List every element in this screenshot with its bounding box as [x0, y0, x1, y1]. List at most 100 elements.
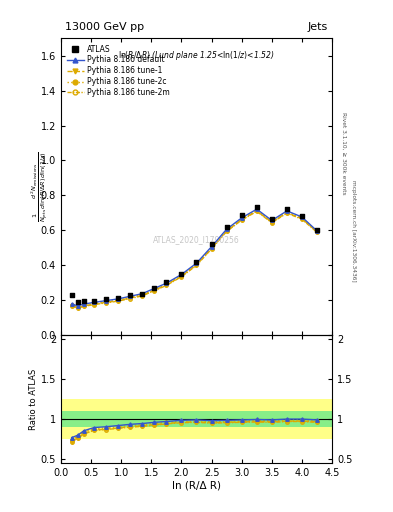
ATLAS — [151, 284, 158, 292]
Pythia 8.186 tune-2c — [164, 281, 169, 287]
Pythia 8.186 tune-1 — [194, 262, 199, 268]
Pythia 8.186 tune-2m — [254, 208, 259, 215]
ATLAS — [239, 211, 245, 219]
Pythia 8.186 default — [179, 271, 184, 278]
ATLAS — [91, 296, 97, 305]
Pythia 8.186 tune-2c — [224, 227, 229, 233]
Pythia 8.186 tune-1 — [81, 303, 86, 309]
Bar — [61, 411, 332, 427]
Pythia 8.186 tune-2m — [152, 288, 157, 294]
Pythia 8.186 tune-1 — [128, 295, 132, 301]
Pythia 8.186 tune-2c — [179, 272, 184, 279]
Pythia 8.186 default — [164, 280, 169, 286]
Pythia 8.186 tune-2m — [128, 295, 132, 302]
Pythia 8.186 tune-2m — [81, 303, 86, 309]
Pythia 8.186 default — [81, 301, 86, 307]
Pythia 8.186 tune-2c — [152, 287, 157, 293]
Pythia 8.186 default — [299, 214, 304, 220]
Pythia 8.186 tune-1 — [179, 273, 184, 279]
ATLAS — [193, 258, 200, 266]
Pythia 8.186 tune-1 — [140, 292, 145, 298]
Y-axis label: $\frac{1}{N_{\rm jets}}\frac{d^2 N_{\rm emissions}}{d\ln(R/\Delta R)\,d\ln(1/z)}: $\frac{1}{N_{\rm jets}}\frac{d^2 N_{\rm … — [29, 151, 50, 222]
Pythia 8.186 tune-2m — [299, 216, 304, 222]
Text: Rivet 3.1.10, ≥ 300k events: Rivet 3.1.10, ≥ 300k events — [342, 112, 346, 195]
ATLAS — [208, 240, 215, 248]
Pythia 8.186 tune-1 — [152, 287, 157, 293]
Pythia 8.186 tune-2m — [179, 274, 184, 280]
ATLAS — [81, 296, 87, 305]
Text: Jets: Jets — [308, 22, 328, 32]
Pythia 8.186 tune-2m — [224, 228, 229, 234]
ATLAS — [224, 223, 230, 231]
ATLAS — [75, 298, 81, 307]
Legend: ATLAS, Pythia 8.186 default, Pythia 8.186 tune-1, Pythia 8.186 tune-2c, Pythia 8: ATLAS, Pythia 8.186 default, Pythia 8.18… — [65, 42, 172, 99]
X-axis label: ln (R/Δ R): ln (R/Δ R) — [172, 481, 221, 491]
ATLAS — [139, 290, 145, 298]
Pythia 8.186 tune-1 — [70, 303, 74, 309]
Pythia 8.186 tune-1 — [116, 297, 121, 304]
Pythia 8.186 tune-2m — [140, 293, 145, 299]
Pythia 8.186 default — [254, 206, 259, 212]
Pythia 8.186 tune-2c — [194, 261, 199, 267]
ATLAS — [253, 203, 260, 211]
Text: $\ln(R/\Delta R)$ (Lund plane 1.25<$\ln(1/z)$<1.52): $\ln(R/\Delta R)$ (Lund plane 1.25<$\ln(… — [118, 49, 275, 62]
Pythia 8.186 tune-2c — [285, 209, 289, 215]
Pythia 8.186 tune-1 — [104, 300, 108, 306]
Pythia 8.186 default — [140, 291, 145, 297]
Pythia 8.186 default — [104, 297, 108, 304]
Text: ATLAS_2020_I1790256: ATLAS_2020_I1790256 — [153, 236, 240, 244]
Pythia 8.186 default — [194, 260, 199, 266]
Pythia 8.186 tune-2c — [270, 219, 274, 225]
Pythia 8.186 tune-2c — [75, 304, 80, 310]
Pythia 8.186 default — [224, 226, 229, 232]
Pythia 8.186 tune-1 — [209, 245, 214, 251]
Pythia 8.186 tune-2c — [209, 245, 214, 251]
Pythia 8.186 tune-2m — [164, 283, 169, 289]
Pythia 8.186 tune-1 — [270, 219, 274, 225]
ATLAS — [69, 290, 75, 298]
Text: 13000 GeV pp: 13000 GeV pp — [65, 22, 144, 32]
Pythia 8.186 tune-2m — [194, 262, 199, 268]
ATLAS — [103, 295, 109, 303]
Pythia 8.186 tune-1 — [299, 216, 304, 222]
Pythia 8.186 default — [128, 293, 132, 300]
Pythia 8.186 tune-1 — [92, 301, 96, 307]
Pythia 8.186 tune-2c — [128, 294, 132, 301]
Line: Pythia 8.186 tune-2m: Pythia 8.186 tune-2m — [70, 210, 319, 310]
Pythia 8.186 tune-2m — [209, 246, 214, 252]
Pythia 8.186 tune-1 — [315, 229, 320, 235]
Text: mcplots.cern.ch [arXiv:1306.3436]: mcplots.cern.ch [arXiv:1306.3436] — [351, 180, 356, 281]
Line: Pythia 8.186 tune-2c: Pythia 8.186 tune-2c — [70, 208, 319, 309]
Pythia 8.186 tune-2m — [70, 303, 74, 309]
Pythia 8.186 tune-1 — [75, 305, 80, 311]
Pythia 8.186 default — [209, 244, 214, 250]
Pythia 8.186 tune-2m — [92, 302, 96, 308]
ATLAS — [178, 269, 185, 278]
ATLAS — [284, 205, 290, 213]
Pythia 8.186 tune-2c — [92, 301, 96, 307]
Pythia 8.186 tune-2c — [315, 228, 320, 234]
Pythia 8.186 default — [75, 303, 80, 309]
Pythia 8.186 default — [152, 285, 157, 291]
Pythia 8.186 tune-2m — [116, 298, 121, 304]
Pythia 8.186 tune-2m — [315, 229, 320, 236]
Pythia 8.186 default — [116, 296, 121, 302]
Pythia 8.186 default — [315, 228, 320, 234]
Pythia 8.186 default — [70, 301, 74, 307]
ATLAS — [269, 215, 275, 223]
Pythia 8.186 default — [92, 300, 96, 306]
Pythia 8.186 tune-1 — [254, 208, 259, 214]
Pythia 8.186 tune-2m — [104, 300, 108, 306]
Pythia 8.186 tune-2m — [239, 217, 244, 223]
ATLAS — [127, 290, 133, 298]
Pythia 8.186 tune-2c — [140, 292, 145, 298]
Pythia 8.186 default — [285, 208, 289, 214]
Y-axis label: Ratio to ATLAS: Ratio to ATLAS — [29, 368, 38, 430]
Pythia 8.186 tune-1 — [164, 282, 169, 288]
ATLAS — [314, 226, 320, 234]
ATLAS — [115, 294, 121, 302]
ATLAS — [163, 278, 169, 286]
Pythia 8.186 tune-2c — [116, 297, 121, 303]
ATLAS — [299, 212, 305, 220]
Pythia 8.186 tune-2m — [75, 305, 80, 311]
